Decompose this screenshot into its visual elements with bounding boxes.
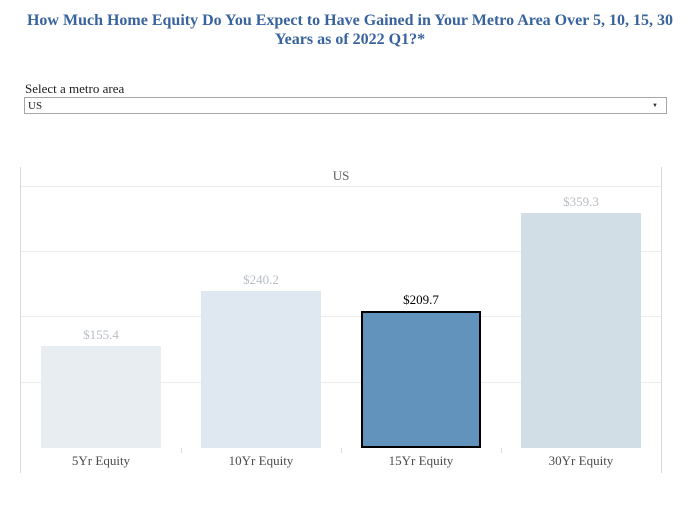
bar-value-label: $209.7 xyxy=(403,292,439,307)
metro-select-dropdown[interactable]: US ▼ xyxy=(24,97,667,114)
chart-title: US xyxy=(332,168,350,183)
bar-value-label: $359.3 xyxy=(563,194,599,209)
gridline xyxy=(21,185,661,187)
bar-value-label: $240.2 xyxy=(243,272,279,287)
x-axis-label: 30Yr Equity xyxy=(548,453,614,468)
x-axis-label: 10Yr Equity xyxy=(228,453,294,468)
chart-pane: $155.4 $240.2 $209.7 $359.3 xyxy=(21,167,661,448)
gridline xyxy=(21,250,661,252)
x-axis-tick xyxy=(181,448,182,453)
x-axis-tick xyxy=(341,448,342,453)
metro-select-value: US xyxy=(28,99,43,112)
page-title-line-1: How Much Home Equity Do You Expect to Ha… xyxy=(26,12,674,29)
bar-10yr-equity[interactable] xyxy=(201,291,321,448)
page-title: How Much Home Equity Do You Expect to Ha… xyxy=(20,11,680,49)
bar-chart: US $155.4 $240.2 $209.7 $359.3 5Yr Equity 10… xyxy=(20,167,662,473)
page-title-line-2: Years as of 2022 Q1?* xyxy=(274,31,426,48)
bar-5yr-equity[interactable] xyxy=(41,346,161,448)
bar-30yr-equity[interactable] xyxy=(521,213,641,448)
dropdown-arrow-icon: ▼ xyxy=(652,102,658,109)
x-axis-label: 5Yr Equity xyxy=(71,453,131,468)
x-axis-tick xyxy=(501,448,502,453)
bar-value-label: $155.4 xyxy=(83,327,119,342)
gridline xyxy=(21,316,661,318)
bar-15yr-equity[interactable] xyxy=(361,311,481,448)
x-axis-label: 15Yr Equity xyxy=(388,453,454,468)
gridline xyxy=(21,381,661,383)
metro-select-label: Select a metro area xyxy=(25,81,125,96)
